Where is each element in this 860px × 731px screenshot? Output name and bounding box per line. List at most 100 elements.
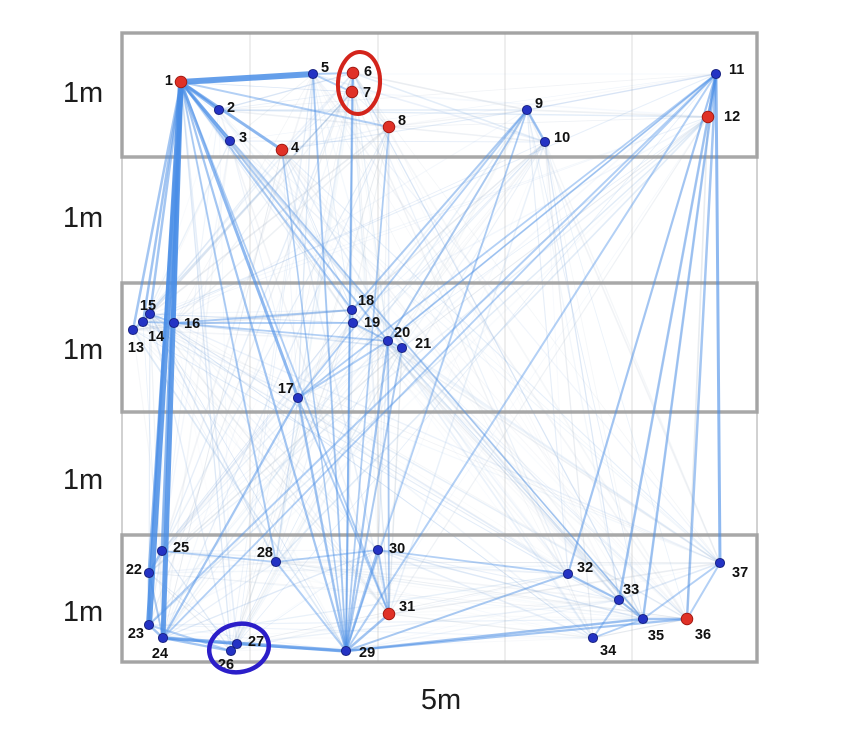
edge-line <box>544 141 620 601</box>
strong-edge <box>180 81 353 311</box>
strong-edge <box>161 550 277 563</box>
edge-line <box>218 109 232 652</box>
edge-line <box>162 561 277 639</box>
edge-line <box>377 126 390 551</box>
strong-edge <box>173 309 353 324</box>
edge-line <box>345 116 709 652</box>
edge-line <box>161 340 389 552</box>
edge-line <box>618 562 721 601</box>
edge-line <box>281 149 620 601</box>
strong-edge <box>344 617 689 653</box>
edge-line <box>173 322 238 645</box>
edge-line <box>401 347 644 620</box>
strong-edge <box>148 624 232 652</box>
edge-line <box>297 141 546 399</box>
edge-line <box>345 309 353 652</box>
edge-line <box>149 313 594 639</box>
edge-line <box>281 149 299 399</box>
edge-line <box>149 313 688 620</box>
edge-line <box>236 573 569 645</box>
edge-line <box>132 329 389 342</box>
strong-edge <box>179 80 348 653</box>
edge-line <box>148 126 390 574</box>
strong-edge <box>387 109 528 342</box>
strong-edge <box>148 80 183 316</box>
strong-edge <box>312 72 354 75</box>
edge-line <box>142 321 644 620</box>
strong-edge <box>161 636 239 646</box>
node-30 <box>372 544 384 556</box>
edge-line <box>230 309 353 652</box>
edge-line <box>387 73 717 342</box>
node-label-33: 33 <box>623 582 639 598</box>
edge-line <box>142 321 569 575</box>
strong-edge <box>566 72 718 576</box>
edge-line <box>230 141 546 652</box>
node-label-17: 17 <box>278 381 294 397</box>
edge-line <box>149 116 709 315</box>
edge-line <box>387 126 390 342</box>
edge-line <box>148 72 354 626</box>
node-label-25: 25 <box>173 540 189 556</box>
node-label-12: 12 <box>724 109 740 125</box>
row-scale-label: 1m <box>63 464 103 496</box>
strong-edge <box>377 549 569 575</box>
shelf-band <box>120 281 759 414</box>
edge-line <box>275 72 354 563</box>
edge-line <box>162 126 390 639</box>
strong-edge <box>131 80 183 332</box>
edge-line <box>297 347 403 399</box>
edge-line <box>401 347 721 564</box>
strong-edge <box>345 91 353 652</box>
node-label-10: 10 <box>554 130 570 146</box>
node-label-4: 4 <box>291 140 299 156</box>
edge-line <box>142 321 164 639</box>
node-5 <box>307 68 319 80</box>
node-27 <box>231 638 243 650</box>
node-36 <box>680 612 694 626</box>
edge-line <box>281 109 528 151</box>
edge-line <box>345 573 569 652</box>
edge-line <box>230 561 277 652</box>
edge-line <box>149 313 354 324</box>
edge-line <box>388 562 721 615</box>
row-scale-label: 1m <box>63 596 103 628</box>
strong-edge <box>178 71 316 85</box>
node-label-14: 14 <box>148 329 164 345</box>
edge-line <box>351 309 644 620</box>
strong-edge <box>566 572 621 602</box>
node-33 <box>613 594 625 606</box>
edge-line <box>352 322 721 564</box>
edge-line <box>149 313 569 575</box>
edge-line <box>161 141 546 552</box>
edge-line <box>148 126 390 626</box>
strong-edge <box>387 340 390 615</box>
edge-line <box>229 73 717 142</box>
edge-line <box>173 109 528 324</box>
strong-edge <box>162 73 717 639</box>
edge-line <box>281 72 354 151</box>
strong-edge <box>161 636 233 653</box>
node-3 <box>224 135 236 147</box>
edge-line <box>230 126 390 652</box>
edge-line <box>149 91 353 315</box>
edge-line <box>352 72 390 615</box>
edge-line <box>142 321 390 615</box>
edge-line <box>173 322 347 652</box>
node-label-9: 9 <box>535 96 543 112</box>
edge-line <box>387 116 709 342</box>
edge-line <box>173 126 390 324</box>
strong-edge <box>297 109 528 399</box>
edge-line <box>352 141 546 324</box>
row-scale-label: 1m <box>63 77 103 109</box>
strong-edge <box>641 72 718 621</box>
node-9 <box>521 104 533 116</box>
node-label-22: 22 <box>126 562 142 578</box>
edge-line <box>526 109 620 601</box>
edge-line <box>148 313 151 574</box>
edge-line <box>401 141 546 349</box>
edge-line <box>149 309 353 315</box>
edge-line <box>162 140 231 639</box>
